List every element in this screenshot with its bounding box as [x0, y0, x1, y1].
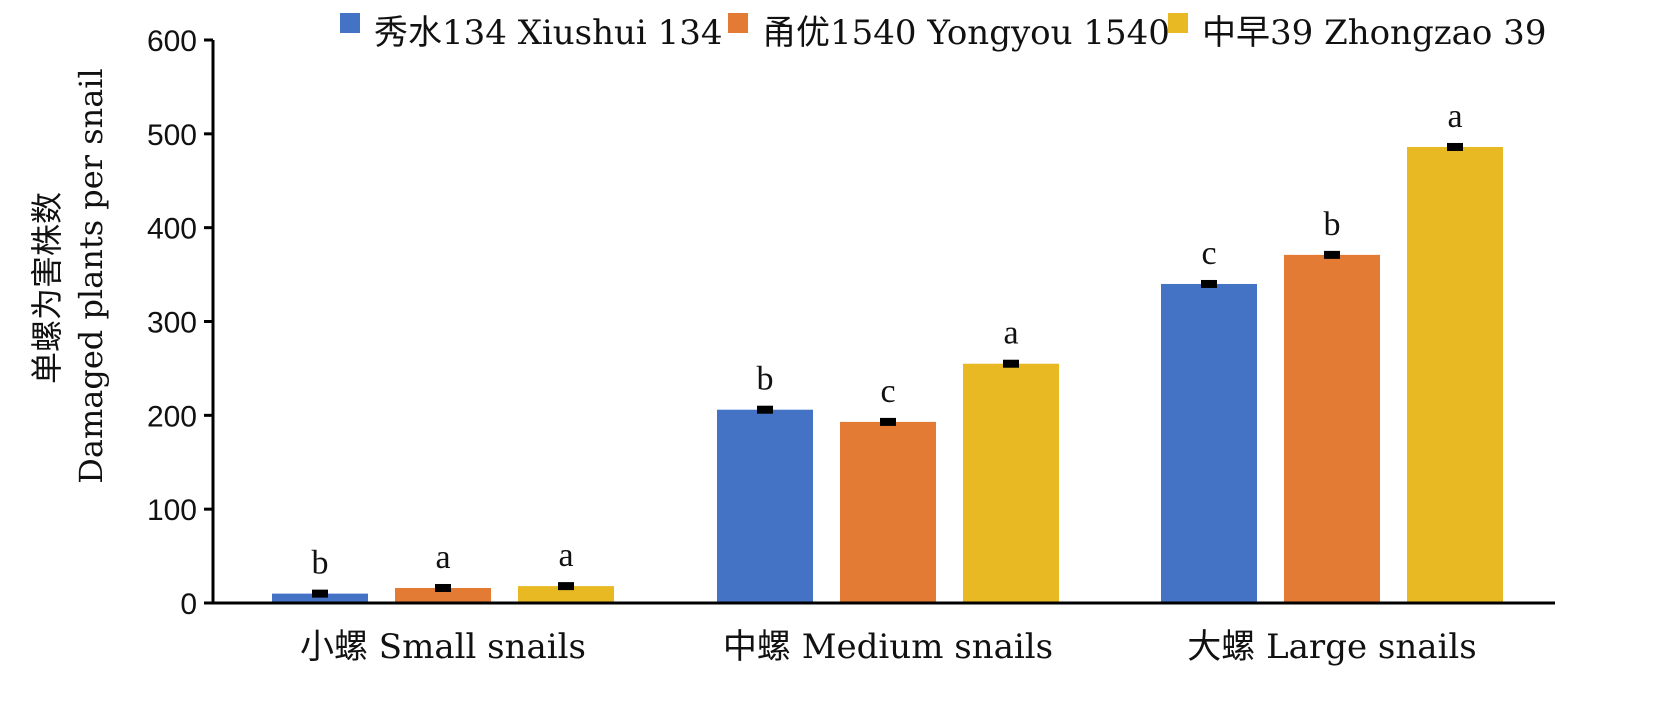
y-tick-label: 400	[147, 213, 197, 246]
legend-label: 甬优1540 Yongyou 1540	[762, 13, 1170, 53]
legend-swatch	[728, 13, 748, 33]
bar	[1284, 254, 1380, 603]
y-tick-label: 200	[147, 400, 197, 433]
significance-label: c	[1201, 235, 1216, 272]
significance-label: a	[558, 537, 573, 574]
bar	[395, 587, 491, 603]
bar	[1407, 146, 1503, 603]
y-axis: 0 100 200 300 400 500 600	[147, 25, 213, 621]
bar	[963, 363, 1059, 603]
y-tick-label: 0	[180, 588, 197, 621]
bar	[518, 586, 614, 603]
x-category-label: 小螺 Small snails	[300, 627, 586, 667]
bar	[1161, 283, 1257, 603]
significance-label: a	[435, 539, 450, 576]
significance-label: a	[1447, 98, 1462, 135]
legend-item: 甬优1540 Yongyou 1540	[728, 13, 1170, 53]
error-bar	[558, 582, 574, 591]
x-axis: 小螺 Small snails 中螺 Medium snails 大螺 Large …	[300, 627, 1477, 667]
legend-label: 秀水134 Xiushui 134	[374, 13, 723, 53]
bars: b b c a c b a a a	[272, 98, 1503, 603]
error-bar	[312, 589, 328, 598]
y-axis-label: 单螺为害株数 Damaged plants per snail	[28, 68, 110, 484]
x-category-label: 大螺 Large snails	[1187, 627, 1476, 667]
error-bar	[757, 405, 773, 414]
y-axis-label-chinese: 单螺为害株数	[28, 192, 66, 384]
legend-swatch	[1168, 13, 1188, 33]
legend-item: 中早39 Zhongzao 39	[1168, 13, 1546, 53]
significance-label: b	[757, 361, 774, 398]
legend-item: 秀水134 Xiushui 134	[340, 13, 723, 53]
bar	[717, 409, 813, 603]
legend-label: 中早39 Zhongzao 39	[1202, 13, 1546, 53]
significance-label: a	[1003, 315, 1018, 352]
y-tick-label: 600	[147, 25, 197, 58]
y-tick-label: 500	[147, 119, 197, 152]
error-bar	[1201, 279, 1217, 288]
error-bar	[1003, 359, 1019, 368]
legend-swatch	[340, 13, 360, 33]
bar	[840, 421, 936, 603]
y-axis-label-english: Damaged plants per snail	[72, 68, 110, 484]
legend: 秀水134 Xiushui 134 甬优1540 Yongyou 1540 中早39…	[340, 13, 1546, 53]
y-tick-label: 100	[147, 494, 197, 527]
x-category-label: 中螺 Medium snails	[723, 627, 1053, 667]
significance-label: b	[312, 545, 329, 582]
error-bar	[1447, 142, 1463, 151]
significance-label: c	[880, 373, 895, 410]
error-bar	[435, 583, 451, 592]
y-tick-label: 300	[147, 307, 197, 340]
error-bar	[880, 417, 896, 426]
bar	[272, 593, 368, 603]
error-bar	[1324, 250, 1340, 259]
significance-label: b	[1324, 206, 1341, 243]
